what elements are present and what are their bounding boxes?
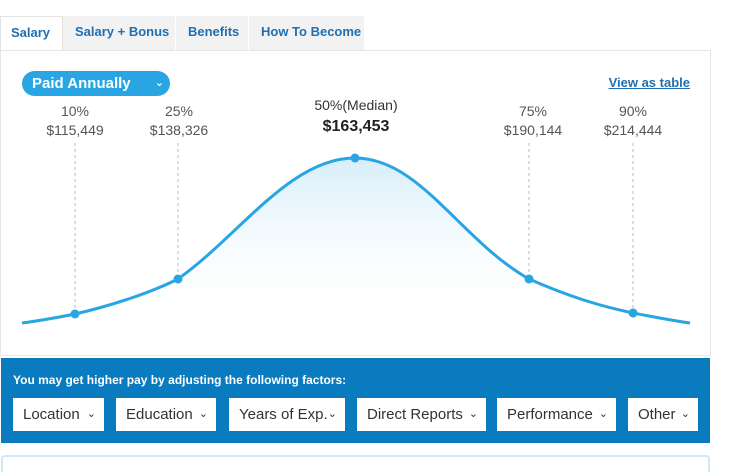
tab-benefits[interactable]: Benefits bbox=[176, 16, 249, 50]
view-as-table-link[interactable]: View as table bbox=[608, 75, 690, 90]
pay-period-select[interactable]: Paid Annually ⌄ bbox=[22, 71, 170, 96]
percentile-75-pct: 75% bbox=[518, 103, 548, 119]
factor-location-label: Location bbox=[23, 406, 80, 423]
percentile-25-amount: $138,326 bbox=[149, 122, 209, 138]
factor-education-select[interactable]: Education ⌄ bbox=[116, 398, 216, 431]
percentile-75-point bbox=[524, 274, 534, 284]
factor-direct-reports-select[interactable]: Direct Reports ⌄ bbox=[357, 398, 486, 431]
percentile-50-label: 50%(Median) $163,453 bbox=[296, 96, 416, 136]
percentile-90-amount: $214,444 bbox=[603, 122, 663, 138]
percentile-25-point bbox=[173, 274, 183, 284]
distribution-area bbox=[22, 158, 690, 323]
percentile-25-label: 25% $138,326 bbox=[129, 102, 229, 140]
factor-location-select[interactable]: Location ⌄ bbox=[13, 398, 104, 431]
chevron-down-icon: ⌄ bbox=[327, 408, 337, 420]
factor-education-label: Education bbox=[126, 406, 193, 423]
chevron-down-icon: ⌄ bbox=[468, 408, 478, 420]
chevron-down-icon: ⌄ bbox=[86, 408, 96, 420]
chevron-down-icon: ⌄ bbox=[680, 408, 690, 420]
percentile-10-pct: 10% bbox=[60, 103, 90, 119]
percentile-75-amount: $190,144 bbox=[503, 122, 563, 138]
chevron-down-icon: ⌄ bbox=[154, 77, 164, 89]
pay-factors-bar: You may get higher pay by adjusting the … bbox=[1, 358, 710, 443]
tab-salary[interactable]: Salary bbox=[0, 16, 63, 50]
factor-direct-reports-label: Direct Reports bbox=[367, 406, 463, 423]
factor-other-label: Other bbox=[638, 406, 676, 423]
tab-bar: Salary Salary + Bonus Benefits How To Be… bbox=[0, 16, 365, 50]
percentile-50-pct: 50%(Median) bbox=[314, 97, 398, 113]
factor-performance-label: Performance bbox=[507, 406, 593, 423]
factor-years-exp-label: Years of Exp. bbox=[239, 406, 328, 423]
chevron-down-icon: ⌄ bbox=[198, 408, 208, 420]
percentile-90-point bbox=[628, 308, 638, 318]
percentile-75-label: 75% $190,144 bbox=[483, 102, 583, 140]
chevron-down-icon: ⌄ bbox=[598, 408, 608, 420]
percentile-90-pct: 90% bbox=[618, 103, 648, 119]
percentile-10-amount: $115,449 bbox=[46, 122, 104, 138]
percentile-10-point bbox=[70, 309, 80, 319]
percentile-50-amount: $163,453 bbox=[322, 118, 390, 135]
factor-years-exp-select[interactable]: Years of Exp. ⌄ bbox=[229, 398, 345, 431]
percentile-90-label: 90% $214,444 bbox=[583, 102, 683, 140]
factor-performance-select[interactable]: Performance ⌄ bbox=[497, 398, 616, 431]
percentile-10-label: 10% $115,449 bbox=[25, 102, 125, 140]
percentile-25-pct: 25% bbox=[164, 103, 194, 119]
tab-salary-bonus[interactable]: Salary + Bonus bbox=[63, 16, 176, 50]
pay-factors-title: You may get higher pay by adjusting the … bbox=[13, 373, 347, 387]
next-section-edge bbox=[1, 455, 710, 472]
percentile-50-point bbox=[350, 153, 360, 163]
pay-period-value: Paid Annually bbox=[32, 75, 131, 92]
factor-other-select[interactable]: Other ⌄ bbox=[628, 398, 698, 431]
tab-how-to-become[interactable]: How To Become bbox=[249, 16, 365, 50]
